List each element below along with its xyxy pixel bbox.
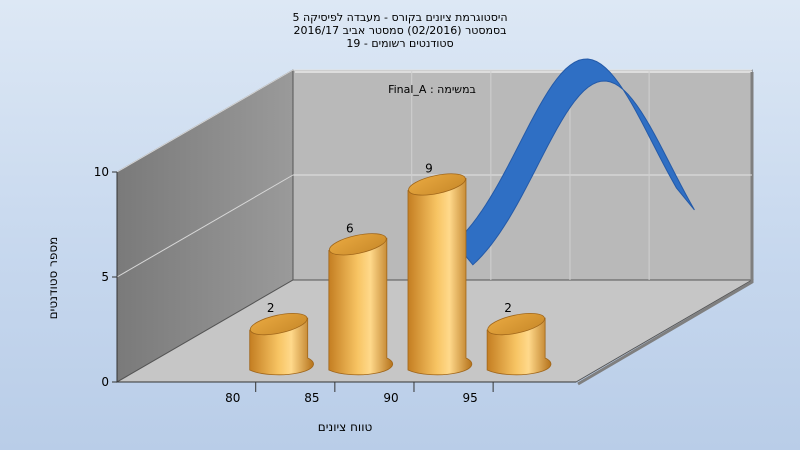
curve-ribbon — [454, 58, 695, 266]
bar-body — [328, 237, 394, 376]
x-tick-label: 95 — [462, 391, 477, 405]
bar-2: 2 — [249, 301, 314, 376]
bar-top — [249, 313, 308, 336]
chart-title-line-2: בסמסטר (02/2016) סמסטר אביב 2016/17 — [293, 24, 506, 37]
grid-line-left-wall — [116, 69, 294, 173]
x-tick-label: 90 — [383, 391, 398, 405]
grid-line-left-wall — [116, 174, 294, 278]
x-axis-label: טווח ציונים — [318, 420, 373, 434]
bar-2: 2 — [486, 301, 552, 376]
y-axis-label: מספר סטודנטים — [46, 237, 60, 320]
bar-top — [487, 313, 545, 336]
bar-value-label: 6 — [346, 221, 354, 235]
x-ticks: 80 85 90 95 — [225, 382, 494, 405]
bar-body — [407, 177, 473, 376]
distribution-curve — [454, 58, 695, 266]
x-tick-label: 80 — [225, 391, 240, 405]
x-tick-label: 85 — [304, 391, 319, 405]
y-tick-label: 0 — [101, 375, 109, 389]
y-tick-label: 10 — [94, 165, 109, 179]
y-ticks: 0 5 10 — [94, 165, 117, 389]
right-wall-edge — [577, 72, 754, 386]
chart-title-line-1: היסטוגרמת ציונים בקורס - מעבדה לפיסיקה 5 — [292, 11, 507, 24]
bar-top — [329, 233, 387, 256]
bar-value-label: 2 — [504, 301, 512, 315]
bar-value-label: 9 — [425, 161, 433, 175]
task-annotation: במשימה : Final_A — [388, 83, 476, 96]
grid-lines — [116, 69, 752, 280]
bar-9: 9 — [407, 161, 473, 376]
chart-title-line-3: סטודנטים רשומים - 19 — [346, 37, 453, 50]
bar-top — [408, 173, 466, 196]
y-tick-label: 5 — [101, 270, 109, 284]
bars: 2 6 9 2 — [249, 161, 552, 376]
bar-6: 6 — [328, 221, 394, 376]
bar-value-label: 2 — [267, 301, 275, 315]
